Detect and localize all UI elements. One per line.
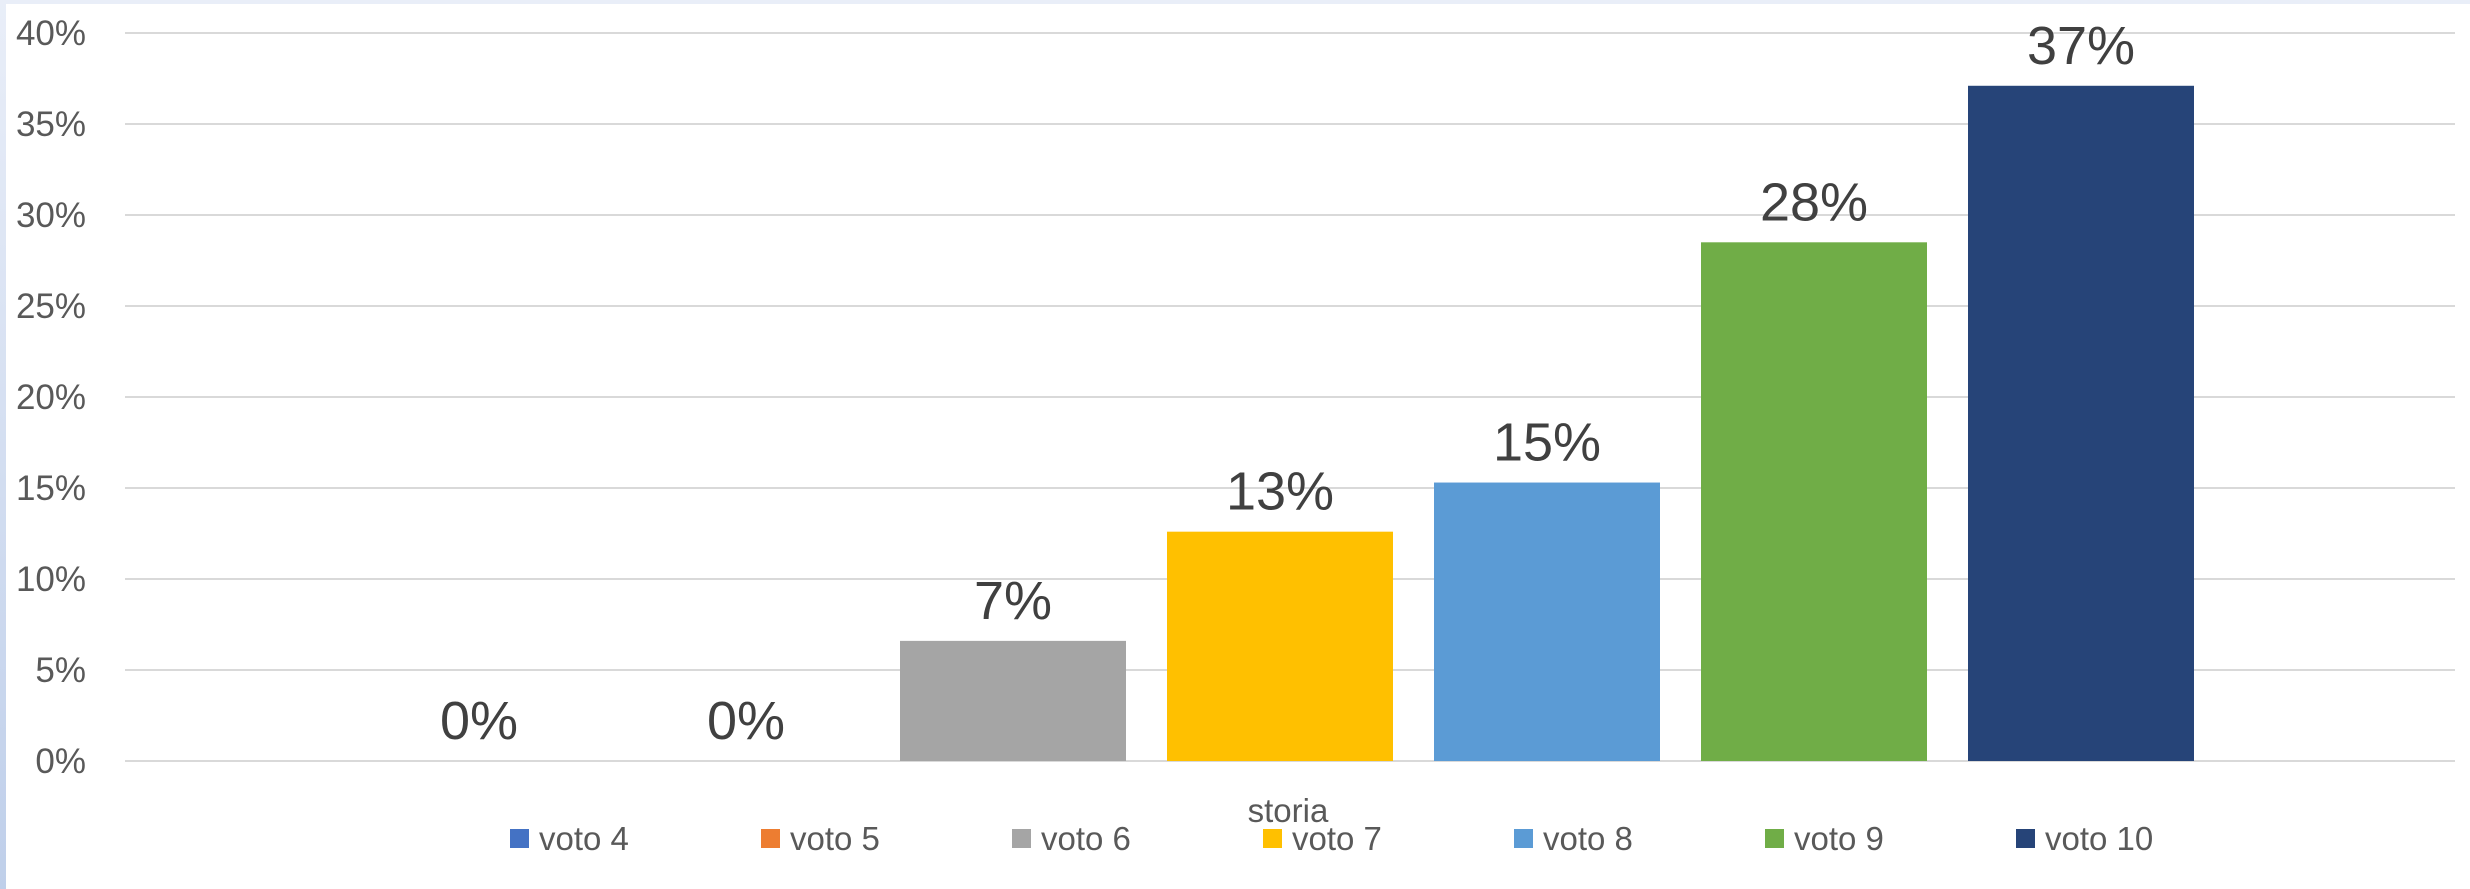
legend-swatch [2016, 829, 2035, 848]
data-label: 15% [1493, 413, 1601, 473]
legend-label: voto 4 [539, 820, 629, 857]
y-tick-label: 0% [35, 742, 86, 781]
y-tick-label: 30% [16, 196, 86, 235]
data-label: 13% [1226, 462, 1334, 522]
bar-voto-8 [1434, 482, 1660, 761]
y-tick-label: 20% [16, 378, 86, 417]
data-label: 0% [707, 691, 785, 751]
y-tick-label: 10% [16, 560, 86, 599]
y-tick-label: 15% [16, 469, 86, 508]
legend-swatch [761, 829, 780, 848]
legend-label: voto 5 [790, 820, 880, 857]
legend-label: voto 10 [2045, 820, 2153, 857]
legend-swatch [1012, 829, 1031, 848]
legend-swatch [1514, 829, 1533, 848]
legend-swatch [510, 829, 529, 848]
bars [900, 85, 2194, 762]
category-label: storia [1248, 792, 1329, 829]
y-tick-label: 40% [16, 14, 86, 53]
bar-voto-7 [1167, 531, 1393, 761]
window-top-edge [0, 0, 2470, 4]
y-tick-label: 25% [16, 287, 86, 326]
legend-label: voto 6 [1041, 820, 1131, 857]
bar-voto-10 [1968, 85, 2194, 761]
data-label: 0% [440, 691, 518, 751]
data-labels: 0% 0% 7% 13% 15% 28% 37% [440, 16, 2135, 751]
data-label: 7% [974, 571, 1052, 631]
data-label: 28% [1760, 172, 1868, 232]
data-label: 37% [2027, 16, 2135, 76]
legend-swatch [1765, 829, 1784, 848]
legend-label: voto 9 [1794, 820, 1884, 857]
legend-label: voto 7 [1292, 820, 1382, 857]
legend-label: voto 8 [1543, 820, 1633, 857]
bar-voto-9 [1701, 242, 1927, 762]
bar-voto-6 [900, 640, 1126, 761]
window-left-edge [0, 0, 6, 889]
y-tick-label: 35% [16, 105, 86, 144]
y-tick-label: 5% [35, 651, 86, 690]
legend-swatch [1263, 829, 1282, 848]
y-axis-tick-labels: 0% 5% 10% 15% 20% 25% 30% 35% 40% [16, 14, 86, 781]
legend: voto 4 voto 5 voto 6 voto 7 voto 8 voto 9 voto… [510, 820, 2153, 857]
